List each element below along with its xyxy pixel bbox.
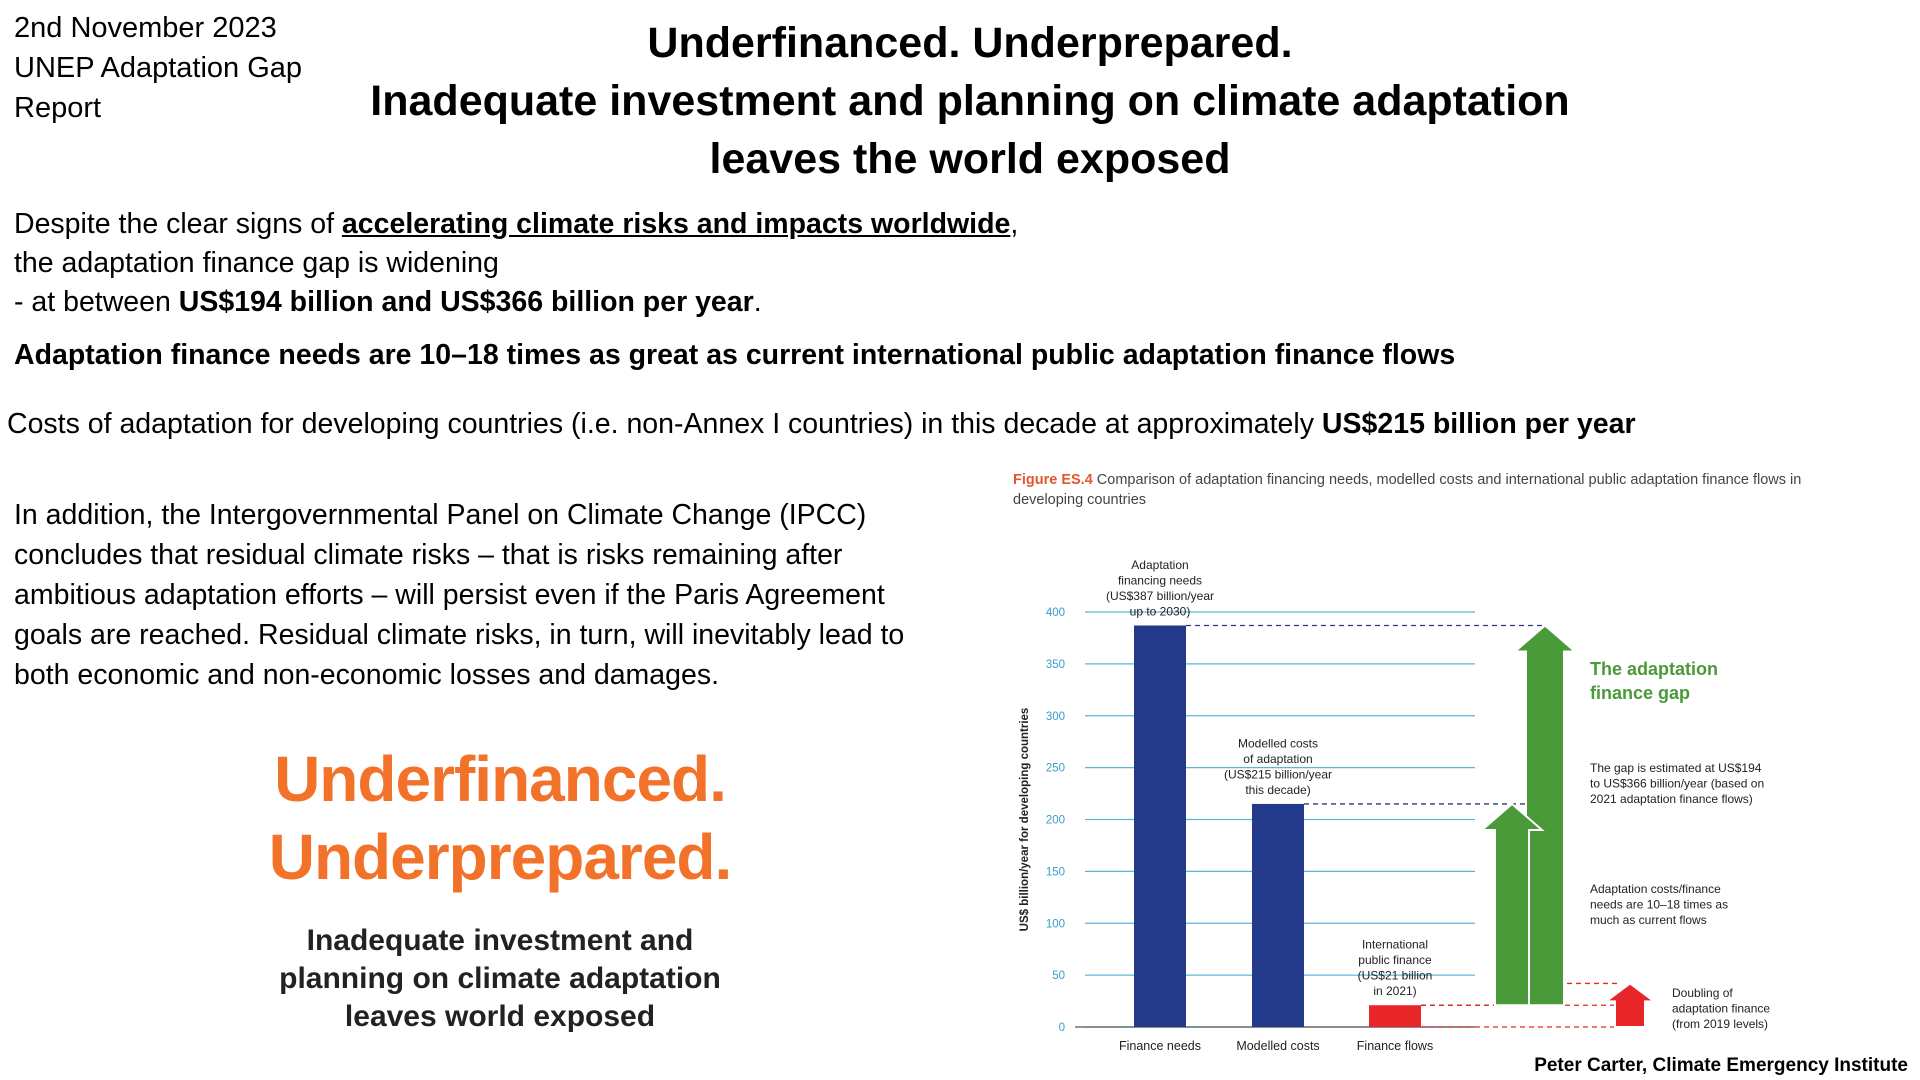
y-tick-label: 300: [1046, 711, 1065, 723]
y-tick-label: 0: [1059, 1022, 1065, 1034]
adaptation-costs-statement: Costs of adaptation for developing count…: [7, 405, 1807, 444]
bar-data-label: public finance: [1358, 953, 1432, 967]
bar: [1252, 803, 1304, 1027]
cover-title-line: Underfinanced.: [274, 743, 727, 815]
figure-caption-text: Comparison of adaptation financing needs…: [1013, 472, 1802, 508]
p1-period: .: [753, 286, 762, 318]
bar-data-label: up to 2030): [1130, 604, 1191, 618]
cover-subtitle-line: leaves world exposed: [344, 1000, 656, 1033]
bar-data-label: this decade): [1245, 783, 1310, 797]
cover-subtitle-line: Inadequate investment and: [306, 924, 694, 957]
finance-gap-arrow-low: [1479, 802, 1545, 1007]
bar-data-label: financing needs: [1118, 573, 1202, 587]
cover-title-line: Underprepared.: [268, 821, 733, 893]
title-line: Inadequate investment and planning on cl…: [370, 77, 1570, 125]
p1-line3-prefix: - at between: [14, 286, 179, 318]
p1-comma: ,: [1010, 208, 1019, 240]
ipcc-paragraph: In addition, the Intergovernmental Panel…: [14, 499, 905, 691]
figure-number: Figure ES.4: [1013, 472, 1093, 488]
figure-caption: Figure ES.4 Comparison of adaptation fin…: [1013, 470, 1813, 510]
report-date-block: 2nd November 2023 UNEP Adaptation Gap Re…: [14, 8, 302, 128]
bar-data-label: Adaptation: [1131, 558, 1188, 572]
y-tick-label: 250: [1046, 763, 1065, 775]
p3-text: Costs of adaptation for developing count…: [7, 408, 1322, 440]
gap-annotation: The gap is estimated at US$194: [1590, 761, 1762, 775]
bar-data-label: (US$215 billion/year: [1224, 767, 1332, 781]
cover-subtitle-line: planning on climate adaptation: [279, 962, 721, 995]
bar: [1369, 1005, 1421, 1027]
y-tick-label: 400: [1046, 607, 1065, 619]
finance-needs-statement: Adaptation finance needs are 10–18 times…: [14, 339, 1456, 371]
gap-annotation: needs are 10–18 times as: [1590, 898, 1728, 912]
gap-annotation: to US$366 billion/year (based on: [1590, 777, 1764, 791]
gap-annotation: much as current flows: [1590, 913, 1707, 927]
y-tick-label: 200: [1046, 815, 1065, 827]
bar-data-label: International: [1362, 938, 1428, 952]
report-name-line: Report: [14, 92, 102, 124]
gap-title: The adaptation: [1590, 659, 1718, 679]
bar: [1134, 625, 1186, 1027]
y-tick-label: 150: [1046, 866, 1065, 878]
gap-annotation: Adaptation costs/finance: [1590, 882, 1721, 896]
y-tick-label: 100: [1046, 918, 1065, 930]
x-tick-label: Modelled costs: [1236, 1039, 1319, 1053]
gap-title: finance gap: [1590, 683, 1690, 703]
report-name-line: UNEP Adaptation Gap: [14, 52, 303, 84]
slide-title: Underfinanced. Underprepared. Inadequate…: [300, 14, 1640, 188]
gap-annotation: 2021 adaptation finance flows): [1590, 792, 1753, 806]
title-line: leaves the world exposed: [709, 135, 1231, 183]
bar-data-label: (US$387 billion/year: [1106, 589, 1214, 603]
p1-text: Despite the clear signs of: [14, 208, 342, 240]
doubling-arrow: [1603, 982, 1657, 1028]
gap-annotation: (from 2019 levels): [1672, 1017, 1768, 1031]
y-tick-label: 50: [1052, 970, 1065, 982]
credit-line: Peter Carter, Climate Emergency Institut…: [1534, 1055, 1908, 1076]
gap-annotation: adaptation finance: [1672, 1002, 1770, 1016]
finance-gap-paragraph: Despite the clear signs of accelerating …: [14, 205, 1114, 322]
bar-data-label: (US$21 billion: [1358, 969, 1433, 983]
cover-subtitle: Inadequate investment and planning on cl…: [230, 922, 770, 1036]
bar-data-label: of adaptation: [1243, 752, 1312, 766]
p3-amount: US$215 billion per year: [1321, 408, 1636, 440]
title-line: Underfinanced. Underprepared.: [647, 19, 1293, 67]
cover-title: Underfinanced. Underprepared.: [230, 740, 770, 896]
gap-annotation: Doubling of: [1672, 986, 1733, 1000]
p1-line2: the adaptation finance gap is widening: [14, 247, 499, 279]
bar-data-label: Modelled costs: [1238, 736, 1318, 750]
y-axis-label: US$ billion/year for developing countrie…: [1019, 708, 1031, 932]
x-tick-label: Finance needs: [1119, 1039, 1201, 1053]
climate-risks-link[interactable]: accelerating climate risks and impacts w…: [341, 208, 1011, 240]
adaptation-finance-chart: 0 50 100 150 200 250 300 350 400 US$ billion/year…: [1019, 558, 1770, 1053]
date-line: 2nd November 2023: [14, 12, 277, 44]
x-tick-label: Finance flows: [1357, 1039, 1433, 1053]
bar-data-label: in 2021): [1373, 984, 1416, 998]
gap-range: US$194 billion and US$366 billion per ye…: [178, 286, 754, 318]
y-tick-label: 350: [1046, 659, 1065, 671]
